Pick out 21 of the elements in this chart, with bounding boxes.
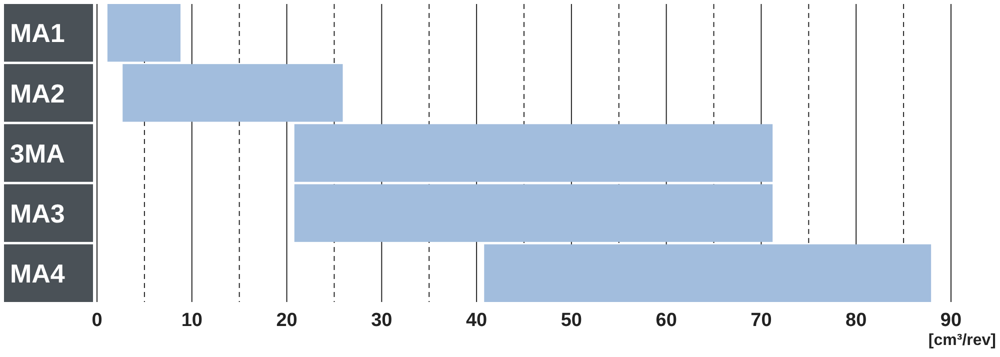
y-tick-label: MA1 xyxy=(10,18,65,48)
x-axis-title: [cm³/rev] xyxy=(928,332,996,349)
x-tick-label: 80 xyxy=(846,310,867,331)
x-tick-label: 30 xyxy=(371,310,392,331)
bar xyxy=(122,64,343,122)
y-tick-label: 3MA xyxy=(10,138,66,168)
bar xyxy=(484,244,932,302)
bar xyxy=(294,184,773,242)
bar xyxy=(294,124,773,182)
x-tick-label: 20 xyxy=(276,310,298,331)
x-tick-label: 60 xyxy=(656,310,677,331)
x-tick-label: 10 xyxy=(181,310,202,331)
bar xyxy=(107,4,180,62)
x-tick-label: 70 xyxy=(750,310,772,331)
y-tick-label: MA3 xyxy=(10,198,65,228)
x-tick-label: 50 xyxy=(560,310,582,331)
y-tick-label: MA2 xyxy=(10,78,65,108)
x-tick-label: 0 xyxy=(92,310,102,331)
x-tick-label: 90 xyxy=(940,310,962,331)
y-tick-label: MA4 xyxy=(10,258,66,289)
x-tick-label: 40 xyxy=(466,310,488,331)
